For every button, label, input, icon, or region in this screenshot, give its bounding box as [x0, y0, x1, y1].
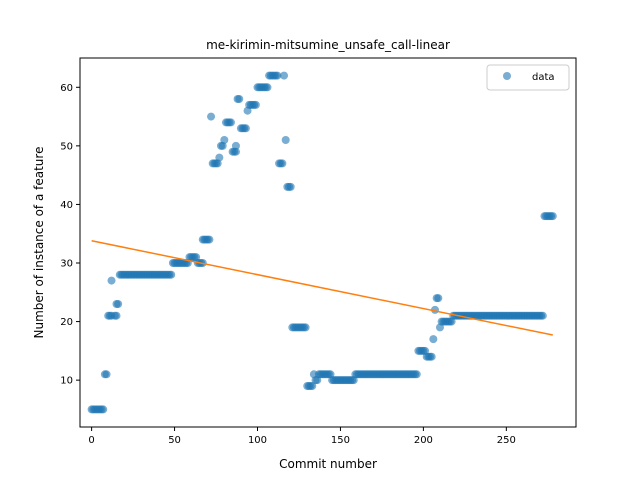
axis-ticks: 0 50 100 150 200 250 10 20 30 40 50 60: [60, 83, 516, 446]
legend-box: [486, 64, 570, 91]
legend-data-marker: [503, 72, 511, 80]
data-point: [220, 136, 229, 144]
y-tick-label: 40: [60, 200, 73, 211]
data-point: [235, 95, 244, 103]
x-tick-label: 0: [88, 435, 94, 446]
x-tick-label: 100: [248, 435, 267, 446]
legend-data-label: data: [532, 72, 555, 83]
data-point: [286, 182, 295, 191]
data-point: [231, 141, 240, 150]
data-point: [114, 300, 123, 308]
data-point: [241, 124, 250, 133]
data-point: [215, 153, 224, 162]
y-tick-label: 10: [60, 376, 73, 387]
data-point: [231, 147, 240, 156]
data-point: [301, 323, 310, 332]
y-tick-label: 60: [60, 83, 73, 94]
data-point: [280, 71, 289, 80]
plot-frame: [79, 57, 577, 428]
data-point: [226, 118, 235, 127]
data-point: [538, 311, 547, 320]
data-point: [205, 235, 214, 244]
data-point: [263, 83, 272, 92]
data-point: [429, 335, 438, 344]
legend: data: [486, 64, 570, 91]
linear-fit-line: [91, 240, 553, 336]
x-axis-label: Commit number: [279, 457, 377, 471]
data-point: [99, 405, 108, 414]
data-point: [112, 311, 121, 320]
data-point: [102, 370, 111, 379]
x-tick-label: 200: [414, 435, 433, 446]
data-point: [278, 159, 287, 168]
y-tick-label: 50: [60, 141, 73, 152]
data-point: [548, 212, 557, 221]
data-point: [427, 352, 436, 361]
y-tick-label: 30: [60, 259, 73, 270]
data-point: [308, 382, 317, 390]
data-marks: [87, 71, 557, 414]
data-point: [273, 71, 282, 80]
data-point: [107, 276, 116, 285]
data-point: [167, 270, 176, 279]
y-axis-label: Number of instance of a feature: [32, 147, 46, 339]
x-tick-label: 250: [497, 435, 516, 446]
x-tick-label: 150: [331, 435, 350, 446]
y-tick-label: 20: [60, 317, 73, 328]
data-point: [251, 100, 260, 109]
data-point: [434, 294, 443, 303]
data-point: [281, 136, 290, 144]
data-point: [412, 370, 421, 379]
x-tick-label: 50: [168, 435, 181, 446]
chart-title: me-kirimin-mitsumine_unsafe_call-linear: [206, 38, 450, 52]
data-point: [207, 112, 216, 121]
